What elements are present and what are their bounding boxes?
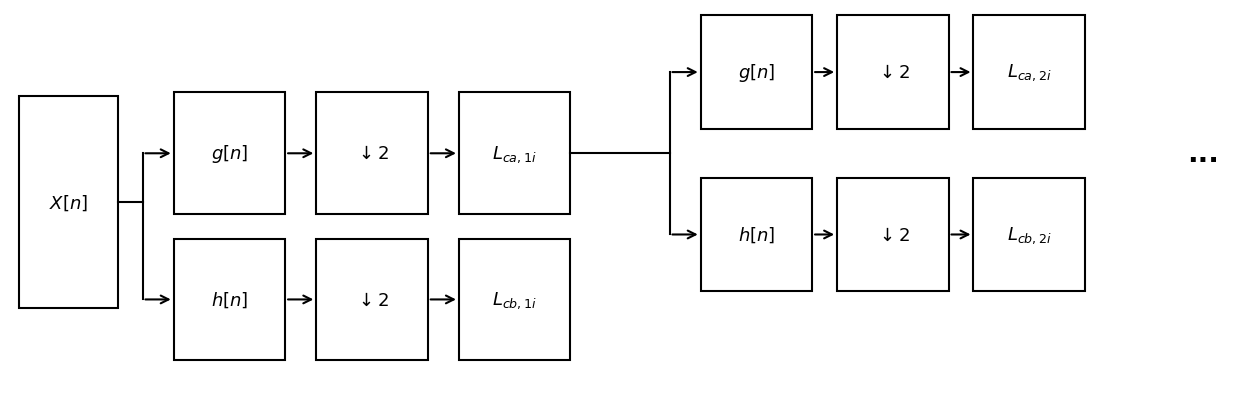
Text: ...: ... [1187, 140, 1219, 168]
Text: $g[n]$: $g[n]$ [211, 143, 248, 165]
FancyBboxPatch shape [174, 239, 285, 360]
Text: $X[n]$: $X[n]$ [48, 193, 88, 212]
Text: $L_{cb,2i}$: $L_{cb,2i}$ [1007, 225, 1052, 245]
FancyBboxPatch shape [701, 178, 812, 292]
FancyBboxPatch shape [459, 93, 570, 215]
Text: $h[n]$: $h[n]$ [211, 290, 248, 309]
Text: $L_{ca,2i}$: $L_{ca,2i}$ [1007, 63, 1052, 83]
FancyBboxPatch shape [837, 178, 949, 292]
Text: $g[n]$: $g[n]$ [738, 62, 775, 84]
Text: $\downarrow 2$: $\downarrow 2$ [355, 145, 389, 163]
Text: $L_{cb,1i}$: $L_{cb,1i}$ [492, 290, 537, 310]
Text: $L_{ca,1i}$: $L_{ca,1i}$ [492, 144, 537, 164]
FancyBboxPatch shape [174, 93, 285, 215]
FancyBboxPatch shape [19, 97, 118, 308]
FancyBboxPatch shape [701, 16, 812, 130]
Text: $h[n]$: $h[n]$ [738, 225, 775, 245]
FancyBboxPatch shape [973, 16, 1085, 130]
Text: $\downarrow 2$: $\downarrow 2$ [875, 226, 910, 244]
FancyBboxPatch shape [316, 93, 428, 215]
Text: $\downarrow 2$: $\downarrow 2$ [875, 64, 910, 82]
FancyBboxPatch shape [837, 16, 949, 130]
FancyBboxPatch shape [973, 178, 1085, 292]
FancyBboxPatch shape [316, 239, 428, 360]
Text: $\downarrow 2$: $\downarrow 2$ [355, 291, 389, 309]
FancyBboxPatch shape [459, 239, 570, 360]
